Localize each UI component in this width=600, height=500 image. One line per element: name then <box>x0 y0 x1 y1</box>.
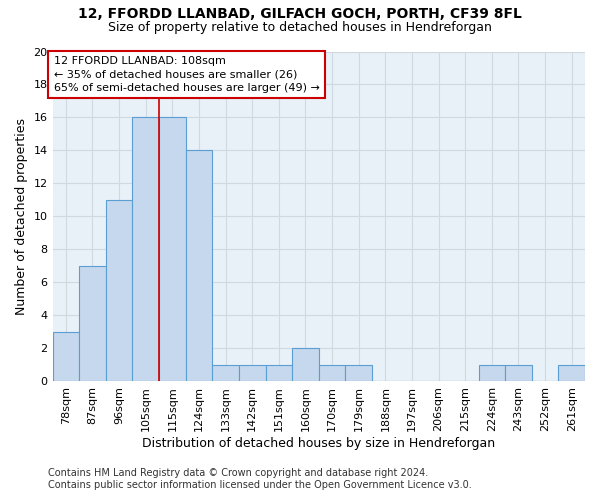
Bar <box>505 365 532 382</box>
Bar <box>479 365 505 382</box>
Bar <box>559 365 585 382</box>
Bar <box>266 365 292 382</box>
Text: 12 FFORDD LLANBAD: 108sqm
← 35% of detached houses are smaller (26)
65% of semi-: 12 FFORDD LLANBAD: 108sqm ← 35% of detac… <box>54 56 320 93</box>
Bar <box>53 332 79 382</box>
Bar <box>133 118 159 382</box>
Bar <box>292 348 319 382</box>
X-axis label: Distribution of detached houses by size in Hendreforgan: Distribution of detached houses by size … <box>142 437 496 450</box>
Text: 12, FFORDD LLANBAD, GILFACH GOCH, PORTH, CF39 8FL: 12, FFORDD LLANBAD, GILFACH GOCH, PORTH,… <box>78 8 522 22</box>
Text: Contains HM Land Registry data © Crown copyright and database right 2024.
Contai: Contains HM Land Registry data © Crown c… <box>48 468 472 490</box>
Bar <box>79 266 106 382</box>
Bar <box>319 365 346 382</box>
Y-axis label: Number of detached properties: Number of detached properties <box>15 118 28 315</box>
Bar <box>212 365 239 382</box>
Bar <box>106 200 133 382</box>
Text: Size of property relative to detached houses in Hendreforgan: Size of property relative to detached ho… <box>108 22 492 35</box>
Bar <box>239 365 266 382</box>
Bar <box>159 118 185 382</box>
Bar <box>185 150 212 382</box>
Bar <box>346 365 372 382</box>
